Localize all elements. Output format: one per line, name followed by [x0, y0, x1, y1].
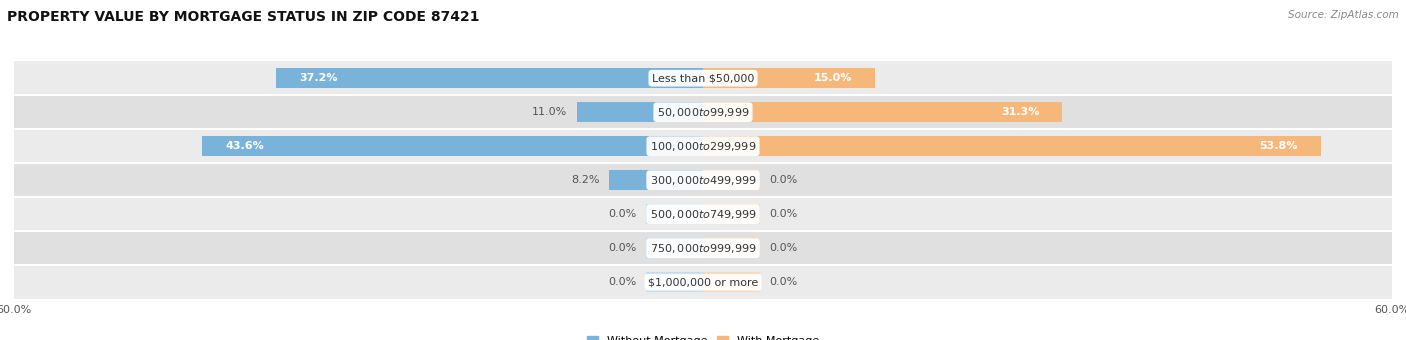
Bar: [14, 61, 1392, 95]
Bar: [645, 204, 703, 224]
Bar: [703, 170, 761, 190]
Text: 0.0%: 0.0%: [769, 277, 797, 287]
Text: $750,000 to $999,999: $750,000 to $999,999: [650, 242, 756, 255]
Bar: [703, 238, 761, 258]
Text: 15.0%: 15.0%: [814, 73, 852, 83]
Text: 37.2%: 37.2%: [299, 73, 337, 83]
Bar: [645, 272, 703, 292]
Text: 0.0%: 0.0%: [609, 243, 637, 253]
Bar: [645, 238, 703, 258]
Text: 0.0%: 0.0%: [609, 209, 637, 219]
Text: 0.0%: 0.0%: [769, 175, 797, 185]
Text: $1,000,000 or more: $1,000,000 or more: [648, 277, 758, 287]
Bar: [14, 129, 1392, 163]
Bar: [14, 163, 1392, 197]
Text: 0.0%: 0.0%: [769, 209, 797, 219]
Text: $500,000 to $749,999: $500,000 to $749,999: [650, 208, 756, 221]
Bar: [14, 231, 1392, 265]
Text: 0.0%: 0.0%: [769, 243, 797, 253]
Text: 31.3%: 31.3%: [1001, 107, 1039, 117]
Text: PROPERTY VALUE BY MORTGAGE STATUS IN ZIP CODE 87421: PROPERTY VALUE BY MORTGAGE STATUS IN ZIP…: [7, 10, 479, 24]
Text: 53.8%: 53.8%: [1260, 141, 1298, 151]
Text: $300,000 to $499,999: $300,000 to $499,999: [650, 174, 756, 187]
Text: $100,000 to $299,999: $100,000 to $299,999: [650, 140, 756, 153]
Bar: [14, 265, 1392, 299]
Bar: [14, 197, 1392, 231]
Text: Source: ZipAtlas.com: Source: ZipAtlas.com: [1288, 10, 1399, 20]
Bar: [576, 102, 703, 122]
Bar: [276, 68, 703, 88]
Text: Less than $50,000: Less than $50,000: [652, 73, 754, 83]
Bar: [202, 136, 703, 156]
Bar: [703, 204, 761, 224]
Bar: [703, 102, 1063, 122]
Bar: [703, 68, 875, 88]
Text: $50,000 to $99,999: $50,000 to $99,999: [657, 106, 749, 119]
Text: 11.0%: 11.0%: [533, 107, 568, 117]
Text: 43.6%: 43.6%: [225, 141, 264, 151]
Text: 8.2%: 8.2%: [571, 175, 599, 185]
Bar: [703, 272, 761, 292]
Bar: [14, 95, 1392, 129]
Legend: Without Mortgage, With Mortgage: Without Mortgage, With Mortgage: [588, 336, 818, 340]
Text: 0.0%: 0.0%: [609, 277, 637, 287]
Bar: [609, 170, 703, 190]
Bar: [703, 136, 1320, 156]
